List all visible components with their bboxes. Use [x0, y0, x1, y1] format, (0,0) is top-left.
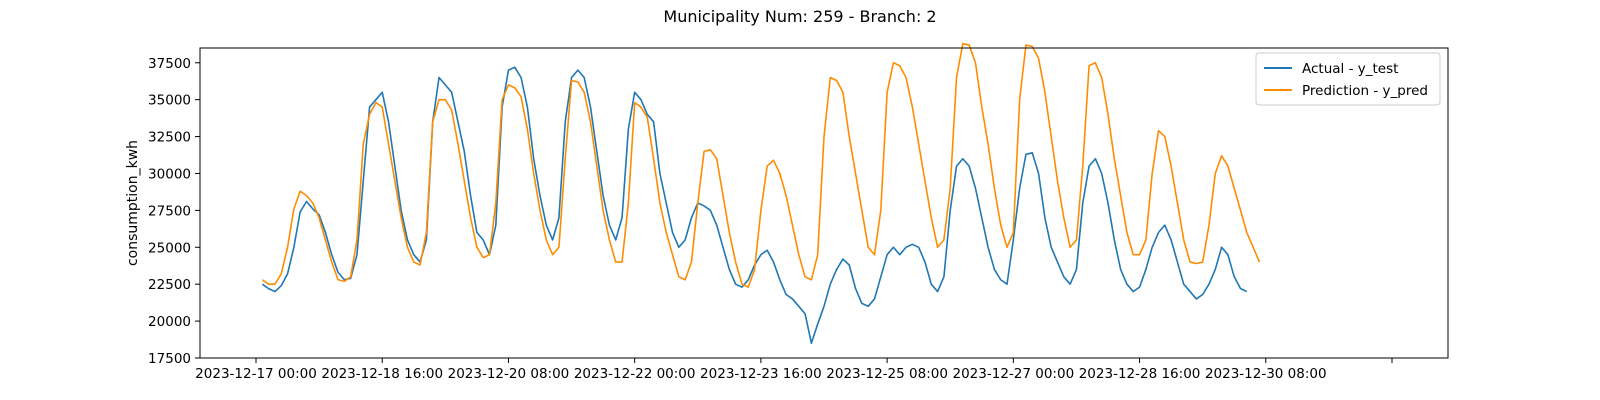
y-tick-label: 17500 — [148, 351, 191, 367]
y-axis-label: consumption_kwh — [125, 140, 141, 266]
y-tick-label: 25000 — [148, 240, 191, 256]
series-line-0 — [261, 66, 1248, 345]
y-tick-label: 22500 — [148, 277, 191, 293]
y-tick-label: 20000 — [148, 314, 191, 330]
x-tick-label: 2023-12-28 16:00 — [1079, 366, 1201, 382]
y-tick-label: 32500 — [148, 130, 191, 146]
series-line-1 — [261, 42, 1261, 288]
y-tick-label: 35000 — [148, 93, 191, 109]
legend-box — [1255, 52, 1441, 106]
x-tick-label: 2023-12-25 08:00 — [826, 366, 948, 382]
plot-area — [199, 42, 1449, 359]
x-tick-label: 2023-12-27 00:00 — [953, 366, 1075, 382]
x-tick-label: 2023-12-18 16:00 — [321, 366, 443, 382]
x-axis: 2023-12-17 00:00 2023-12-18 16:00 2023-12-… — [195, 358, 1393, 382]
series-layer — [261, 42, 1261, 345]
y-axis: 17500 20000 22500 25000 27500 30000 32500 35000… — [148, 56, 200, 367]
legend-label-1: Prediction - y_pred — [1302, 83, 1428, 99]
legend-label-0: Actual - y_test — [1302, 61, 1398, 77]
y-tick-label: 30000 — [148, 166, 191, 182]
x-tick-label: 2023-12-22 00:00 — [574, 366, 696, 382]
x-tick-label: 2023-12-17 00:00 — [195, 366, 317, 382]
chart-title: Municipality Num: 259 - Branch: 2 — [663, 7, 936, 26]
plot-frame — [199, 47, 1449, 359]
x-tick-label: 2023-12-23 16:00 — [700, 366, 822, 382]
legend: Actual - y_test Prediction - y_pred — [1255, 52, 1441, 106]
x-tick-label: 2023-12-20 08:00 — [448, 366, 570, 382]
y-tick-label: 27500 — [148, 203, 191, 219]
x-tick-label: 2023-12-30 08:00 — [1205, 366, 1327, 382]
y-tick-label: 37500 — [148, 56, 191, 72]
